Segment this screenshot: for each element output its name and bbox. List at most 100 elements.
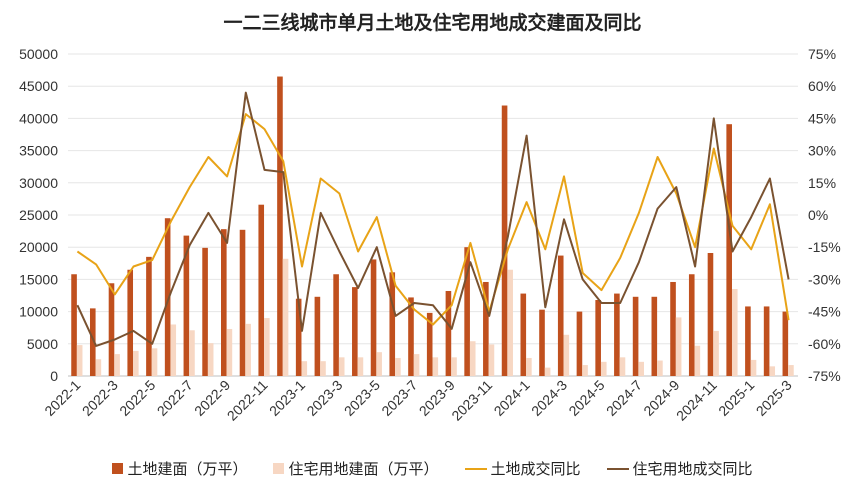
x-tick-label: 2023-7: [378, 377, 420, 419]
bar-residential: [170, 324, 177, 376]
y-left-tick-label: 25000: [19, 207, 58, 223]
bar-residential: [544, 367, 551, 376]
bar-residential: [95, 359, 102, 376]
bar-land: [632, 296, 639, 376]
y-right-tick-label: -75%: [808, 368, 841, 384]
bar-land: [258, 204, 265, 376]
y-right-tick-label: 45%: [808, 110, 836, 126]
x-tick-label: 2024-3: [528, 377, 570, 419]
bar-land: [782, 311, 789, 376]
bar-land: [314, 296, 321, 376]
y-left-tick-label: 0: [50, 368, 58, 384]
legend-label: 土地建面（万平）: [127, 460, 248, 478]
legend-label: 住宅用地建面（万平）: [288, 460, 439, 478]
y-right-tick-label: -30%: [808, 271, 841, 287]
legend-swatch: [273, 463, 285, 474]
x-tick-label: 2022-5: [116, 377, 158, 419]
bar-land: [763, 306, 770, 376]
legend-item: 土地成交同比: [464, 458, 581, 479]
bar-land: [426, 312, 433, 376]
y-right-tick-label: 60%: [808, 78, 836, 94]
x-tick-label: 2024-5: [565, 377, 607, 419]
x-tick-label: 2023-5: [341, 377, 383, 419]
bar-residential: [264, 318, 270, 376]
bar-residential: [469, 341, 476, 376]
legend-label: 土地成交同比: [490, 460, 581, 478]
bar-land: [370, 259, 377, 376]
x-tick-label: 2024-1: [491, 377, 533, 419]
legend: 土地建面（万平） 住宅用地建面（万平） 土地成交同比 住宅用地成交同比: [0, 458, 865, 479]
x-tick-label: 2025-1: [715, 377, 757, 419]
y-left-tick-label: 30000: [19, 175, 58, 191]
legend-item: 住宅用地成交同比: [606, 458, 753, 479]
bar-land: [707, 252, 714, 376]
bar-land: [539, 309, 545, 376]
bar-residential: [151, 348, 158, 376]
bar-residential: [114, 354, 120, 376]
bar-residential: [245, 323, 251, 376]
bar-land: [146, 256, 152, 376]
bar-land: [71, 274, 77, 376]
x-tick-label: 2025-3: [753, 377, 795, 419]
bar-land: [389, 272, 396, 376]
bar-land: [726, 124, 732, 376]
x-tick-label: 2024-7: [603, 377, 645, 419]
bar-residential: [694, 345, 701, 376]
bar-residential: [526, 357, 532, 376]
bar-land: [333, 274, 339, 376]
bar-land: [614, 293, 620, 376]
bar-land: [576, 311, 583, 376]
bar-residential: [488, 344, 495, 376]
bar-land: [89, 308, 96, 376]
bar-residential: [282, 258, 289, 376]
bar-land: [557, 255, 564, 376]
bar-residential: [320, 361, 326, 376]
bar-residential: [713, 330, 719, 376]
bar-residential: [357, 357, 364, 376]
bar-residential: [619, 357, 626, 376]
line-residential-yoy: [76, 91, 790, 347]
y-right-tick-label: 30%: [808, 143, 836, 159]
bar-residential: [451, 357, 457, 376]
y-left-tick-label: 45000: [19, 78, 58, 94]
y-right-tick-label: -60%: [808, 336, 841, 352]
legend-item: 土地建面（万平）: [112, 458, 247, 479]
bar-land: [501, 105, 508, 377]
y-left-tick-label: 40000: [19, 110, 58, 126]
bar-land: [164, 218, 171, 376]
x-tick-label: 2023-3: [303, 377, 345, 419]
bar-residential: [189, 330, 195, 376]
bar-land: [239, 229, 246, 376]
bar-residential: [582, 365, 588, 376]
bar-residential: [563, 334, 570, 376]
bar-residential: [133, 350, 139, 376]
x-tick-label: 2022-11: [224, 377, 271, 424]
y-left-tick-label: 50000: [19, 46, 58, 62]
bar-land: [352, 287, 358, 376]
bar-land: [221, 229, 227, 376]
y-right-tick-label: -15%: [808, 239, 841, 255]
bar-land: [520, 293, 527, 376]
bar-residential: [432, 357, 439, 376]
bar-land: [745, 306, 751, 376]
line-land-yoy: [76, 113, 790, 326]
bar-land: [445, 290, 452, 376]
bar-residential: [301, 361, 308, 376]
bar-residential: [750, 359, 757, 376]
x-tick-label: 2023-11: [448, 377, 495, 424]
bar-land: [595, 300, 601, 376]
bar-residential: [731, 289, 738, 376]
bar-residential: [788, 365, 794, 376]
bar-residential: [413, 354, 420, 376]
bar-residential: [675, 317, 682, 376]
y-right-tick-label: 0%: [808, 207, 828, 223]
bar-residential: [600, 361, 607, 376]
bar-land: [464, 247, 470, 376]
bar-land: [202, 247, 208, 376]
x-tick-label: 2022-7: [154, 377, 196, 419]
bar-land: [127, 269, 134, 376]
y-left-tick-label: 5000: [27, 336, 58, 352]
chart-title: 一二三线城市单月土地及住宅用地成交建面及同比: [223, 12, 642, 34]
legend-swatch: [606, 467, 629, 470]
